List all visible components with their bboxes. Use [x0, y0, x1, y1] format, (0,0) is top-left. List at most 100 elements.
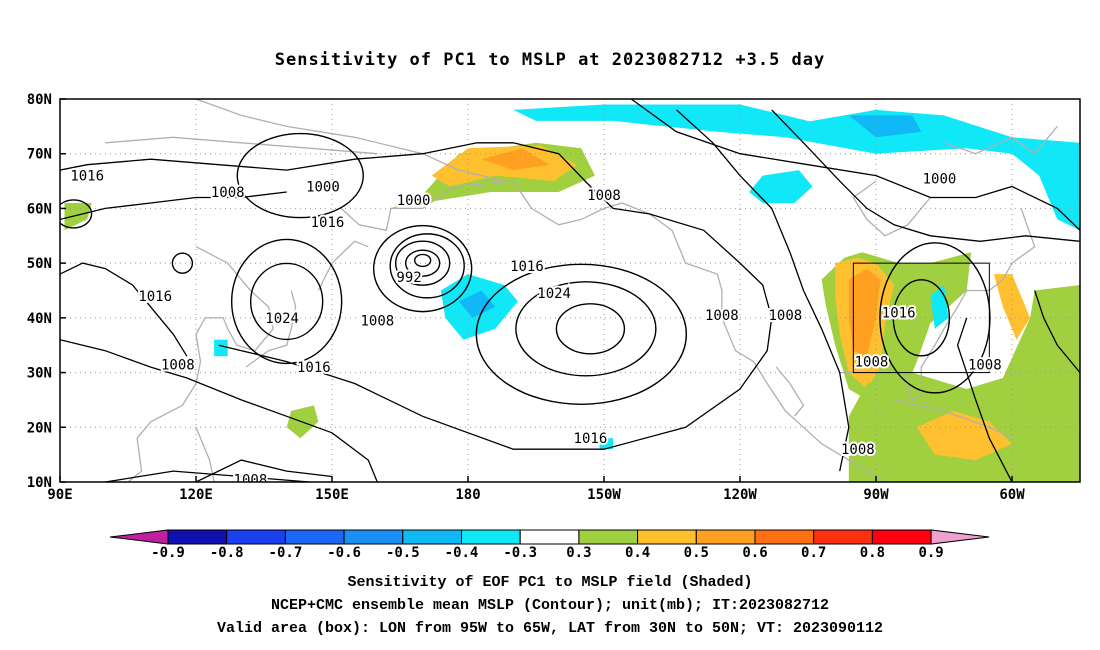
colorbar-swatch [226, 529, 286, 545]
plot-area: 1016 1008 1000 1016 1000 1016 1024 992 1008 1016 1… [60, 99, 1080, 488]
shade-region-14 [848, 115, 922, 138]
colorbar-label: -0.6 [327, 545, 361, 561]
contour-label: 1016 [311, 215, 345, 231]
contour-label: 1016 [138, 289, 172, 305]
contour-labels: 1016 1008 1000 1016 1000 1016 1024 992 1008 1016 1… [68, 167, 1003, 488]
colorbar: -0.9 -0.8 -0.7 -0.6 -0.5 -0.4 -0.3 0.3 0.4 0.5 0.6… [109, 529, 990, 561]
colorbar-swatch [402, 529, 462, 545]
lat-tick-label: 70N [27, 147, 52, 163]
contour-line-3 [60, 339, 378, 482]
lon-tick-label: 150W [587, 487, 621, 503]
contour-low-4 [389, 233, 465, 299]
contour-label: 1016 [297, 360, 331, 376]
contour-low-2 [404, 249, 441, 277]
colorbar-swatch [343, 529, 404, 545]
coastlines [105, 99, 1058, 482]
mslp-contours [60, 99, 1080, 482]
lon-tick-label: 120E [179, 487, 213, 503]
colorbar-label: -0.4 [445, 545, 479, 561]
shade-region-12 [458, 290, 496, 318]
contour-line-0 [60, 142, 773, 450]
colorbar-label: 0.4 [625, 545, 650, 561]
contour-line-8 [956, 317, 1013, 482]
lat-tick-label: 40N [27, 311, 52, 327]
contour-label: 1008 [587, 188, 621, 204]
contour-line-6 [771, 109, 1080, 242]
colorbar-swatch [461, 529, 521, 545]
contour-high-3 [475, 263, 688, 405]
contour-e-2 [879, 242, 991, 394]
lon-tick-label: 150E [315, 487, 349, 503]
contour-label: 1016 [574, 431, 608, 447]
colorbar-label: -0.5 [386, 545, 420, 561]
lat-tick-label: 50N [27, 256, 52, 272]
coastline-11 [317, 240, 369, 291]
coastline-9 [943, 125, 1058, 155]
contour-high-2 [515, 281, 657, 377]
contour-e-1 [892, 279, 951, 357]
lon-tick-label: 60W [999, 487, 1025, 503]
contour-low-3 [394, 240, 451, 286]
contour-label: 1008 [768, 308, 802, 324]
lat-tick-label: 30N [27, 366, 52, 382]
colorbar-swatch [578, 529, 639, 545]
shade-region-19 [214, 339, 228, 357]
contour-label: 1024 [537, 286, 571, 302]
chart-title: Sensitivity of PC1 to MSLP at 2023082712… [274, 50, 826, 70]
coastline-2 [127, 246, 274, 482]
caption-line-1: Sensitivity of EOF PC1 to MSLP field (Sh… [347, 574, 753, 591]
colorbar-swatch [167, 529, 228, 545]
contour-line-10 [195, 459, 333, 482]
contour-line-9 [1034, 290, 1080, 374]
colorbar-label: 0.5 [684, 545, 709, 561]
contour-label: 1016 [510, 259, 544, 275]
colorbar-swatch [519, 529, 580, 545]
contour-line-4 [105, 470, 310, 482]
contour-label: 1008 [211, 185, 245, 201]
contour-low-core [413, 253, 432, 268]
shade-region-16 [749, 170, 813, 203]
coastline-4 [340, 180, 886, 482]
contour-nw-low [236, 132, 364, 219]
shade-region-6 [848, 285, 1080, 482]
plot-frame [59, 98, 1081, 483]
contour-label: 1008 [855, 355, 889, 371]
colorbar-swatch [695, 529, 756, 545]
coastline-8 [852, 180, 931, 237]
gridlines [60, 99, 1080, 482]
shade-region-9 [64, 203, 92, 231]
colorbar-label: -0.7 [269, 545, 303, 561]
shade-region-8 [993, 274, 1031, 340]
shade-region-7 [916, 410, 1012, 461]
contour-label: 992 [396, 270, 421, 286]
contour-label: 1008 [360, 314, 394, 330]
contour-line-5 [630, 99, 1080, 231]
colorbar-swatch [813, 529, 873, 545]
colorbar-swatch [637, 529, 697, 545]
contour-label: 1024 [265, 311, 299, 327]
colorbar-label: -0.9 [151, 545, 185, 561]
contour-label: 1016 [882, 305, 916, 321]
colorbar-label: -0.3 [503, 545, 537, 561]
contour-label: 1008 [705, 308, 739, 324]
lon-tick-label: 90W [863, 487, 889, 503]
shade-region-18 [599, 438, 614, 450]
contour-small-1 [171, 252, 194, 274]
colorbar-swatch [871, 529, 932, 545]
contour-label: 1008 [968, 357, 1002, 373]
colorbar-label: 0.8 [860, 545, 885, 561]
colorbar-swatch [284, 529, 345, 545]
contour-small-2 [60, 199, 93, 229]
lat-tick-label: 10N [27, 475, 52, 491]
coastline-0 [195, 99, 505, 182]
contour-label: 1008 [234, 472, 268, 488]
contour-label: 1000 [306, 180, 340, 196]
contour-line-1 [60, 191, 287, 221]
colorbar-label: -0.8 [210, 545, 244, 561]
coastline-7 [893, 399, 1013, 439]
contour-label: 1016 [70, 169, 104, 185]
contour-line-7 [676, 109, 850, 472]
contour-low-5 [372, 224, 473, 313]
coastline-1 [105, 136, 378, 155]
contour-high-w2 [230, 238, 343, 365]
